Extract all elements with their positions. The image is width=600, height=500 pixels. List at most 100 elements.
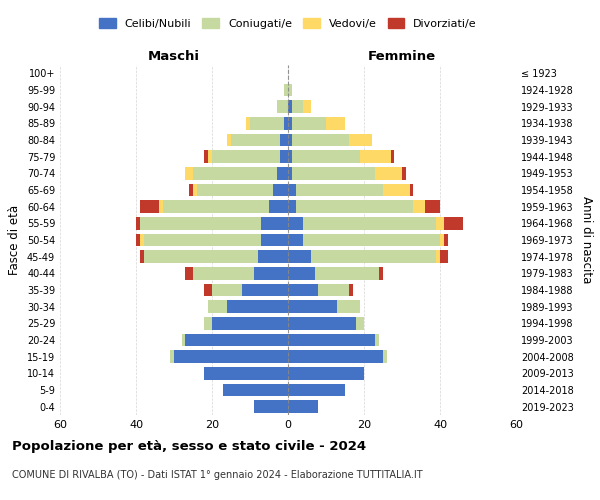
Bar: [273, 184, 288, 196]
Bar: [288, 334, 376, 346]
Bar: [246, 117, 250, 130]
Bar: [288, 84, 292, 96]
Bar: [193, 184, 197, 196]
Bar: [212, 317, 288, 330]
Bar: [257, 250, 288, 263]
Bar: [292, 167, 376, 179]
Bar: [288, 284, 319, 296]
Bar: [413, 200, 425, 213]
Bar: [349, 284, 353, 296]
Bar: [288, 250, 311, 263]
Bar: [349, 134, 371, 146]
Text: Popolazione per età, sesso e stato civile - 2024: Popolazione per età, sesso e stato civil…: [12, 440, 366, 453]
Bar: [185, 167, 193, 179]
Bar: [205, 150, 208, 163]
Bar: [143, 234, 262, 246]
Bar: [205, 317, 212, 330]
Bar: [254, 267, 288, 280]
Bar: [288, 167, 292, 179]
Bar: [303, 100, 311, 113]
Bar: [262, 217, 288, 230]
Bar: [292, 100, 303, 113]
Bar: [356, 317, 364, 330]
Bar: [193, 267, 254, 280]
Bar: [280, 134, 288, 146]
Bar: [140, 234, 143, 246]
Bar: [391, 150, 394, 163]
Bar: [311, 250, 436, 263]
Bar: [277, 100, 288, 113]
Bar: [379, 267, 383, 280]
Bar: [284, 84, 288, 96]
Bar: [326, 117, 345, 130]
Bar: [292, 117, 326, 130]
Bar: [314, 267, 379, 280]
Bar: [163, 200, 269, 213]
Bar: [288, 367, 364, 380]
Bar: [189, 184, 193, 196]
Bar: [288, 217, 303, 230]
Bar: [383, 350, 387, 363]
Bar: [337, 300, 360, 313]
Bar: [208, 300, 227, 313]
Bar: [227, 300, 288, 313]
Bar: [193, 167, 277, 179]
Bar: [212, 284, 242, 296]
Bar: [250, 117, 284, 130]
Bar: [444, 234, 448, 246]
Bar: [208, 150, 212, 163]
Bar: [197, 184, 273, 196]
Y-axis label: Fasce di età: Fasce di età: [8, 205, 21, 275]
Text: COMUNE DI RIVALBA (TO) - Dati ISTAT 1° gennaio 2024 - Elaborazione TUTTITALIA.IT: COMUNE DI RIVALBA (TO) - Dati ISTAT 1° g…: [12, 470, 422, 480]
Bar: [288, 400, 319, 413]
Bar: [292, 150, 360, 163]
Bar: [227, 134, 231, 146]
Bar: [288, 117, 292, 130]
Bar: [185, 334, 288, 346]
Bar: [288, 267, 314, 280]
Bar: [288, 317, 356, 330]
Bar: [288, 384, 345, 396]
Bar: [383, 184, 410, 196]
Bar: [254, 400, 288, 413]
Bar: [212, 150, 280, 163]
Bar: [185, 267, 193, 280]
Bar: [303, 234, 440, 246]
Bar: [140, 200, 159, 213]
Bar: [140, 217, 262, 230]
Bar: [159, 200, 163, 213]
Bar: [288, 300, 337, 313]
Bar: [410, 184, 413, 196]
Bar: [444, 217, 463, 230]
Bar: [140, 250, 143, 263]
Bar: [182, 334, 185, 346]
Bar: [223, 384, 288, 396]
Bar: [288, 350, 383, 363]
Bar: [284, 117, 288, 130]
Bar: [436, 217, 444, 230]
Bar: [376, 167, 402, 179]
Text: Maschi: Maschi: [148, 50, 200, 62]
Bar: [303, 217, 436, 230]
Bar: [436, 250, 440, 263]
Bar: [440, 234, 444, 246]
Bar: [296, 200, 413, 213]
Bar: [143, 250, 257, 263]
Bar: [136, 234, 140, 246]
Bar: [319, 284, 349, 296]
Bar: [269, 200, 288, 213]
Bar: [425, 200, 440, 213]
Bar: [205, 284, 212, 296]
Bar: [292, 134, 349, 146]
Bar: [262, 234, 288, 246]
Bar: [242, 284, 288, 296]
Bar: [174, 350, 288, 363]
Text: Femmine: Femmine: [368, 50, 436, 62]
Legend: Celibi/Nubili, Coniugati/e, Vedovi/e, Divorziati/e: Celibi/Nubili, Coniugati/e, Vedovi/e, Di…: [96, 14, 480, 32]
Bar: [376, 334, 379, 346]
Bar: [231, 134, 280, 146]
Bar: [288, 234, 303, 246]
Bar: [288, 150, 292, 163]
Bar: [360, 150, 391, 163]
Bar: [288, 184, 296, 196]
